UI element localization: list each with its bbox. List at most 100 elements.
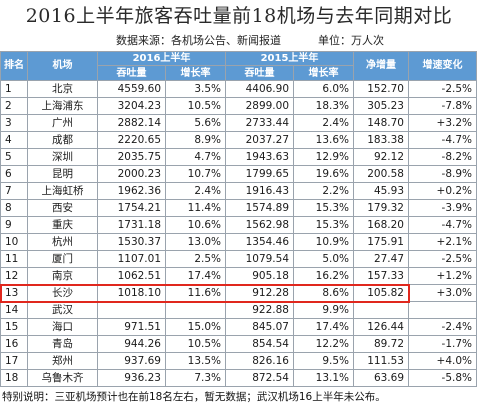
cell-throughput-2015: 1562.98 <box>225 216 294 234</box>
cell-change: -8.2% <box>408 148 477 166</box>
table-row: 10 杭州 1530.37 13.0% 1354.46 10.9% 175.91 +2.1% <box>0 233 477 251</box>
cell-airport: 南京 <box>27 267 98 285</box>
cell-growth-2016: 5.6% <box>165 114 226 132</box>
header-rank: 排名 <box>0 51 28 81</box>
cell-throughput-2016: 971.51 <box>97 318 166 336</box>
cell-airport: 上海虹桥 <box>27 182 98 200</box>
cell-airport: 西安 <box>27 199 98 217</box>
cell-throughput-2015: 2899.00 <box>225 97 294 115</box>
cell-net-increase <box>353 301 409 319</box>
cell-throughput-2016: 2035.75 <box>97 148 166 166</box>
cell-throughput-2016 <box>97 301 166 319</box>
cell-rank: 3 <box>0 114 28 132</box>
cell-throughput-2015: 922.88 <box>225 301 294 319</box>
page-title: 2016上半年旅客吞吐量前18机场与去年同期对比 <box>25 5 453 27</box>
cell-growth-2015: 2.2% <box>293 182 354 200</box>
cell-change: -4.7% <box>408 216 477 234</box>
cell-rank: 12 <box>0 267 28 285</box>
cell-rank: 14 <box>0 301 28 319</box>
cell-throughput-2015: 1354.46 <box>225 233 294 251</box>
cell-net-increase: 175.91 <box>353 233 409 251</box>
cell-airport: 北京 <box>27 80 98 98</box>
cell-throughput-2016: 1530.37 <box>97 233 166 251</box>
cell-rank: 18 <box>0 369 28 387</box>
cell-airport: 郑州 <box>27 352 98 370</box>
cell-growth-2015: 12.9% <box>293 148 354 166</box>
cell-airport: 成都 <box>27 131 98 149</box>
subtitle: 数据来源：各机场公告、新闻报道 单位：万人次 <box>0 32 478 50</box>
cell-net-increase: 111.53 <box>353 352 409 370</box>
cell-net-increase: 92.12 <box>353 148 409 166</box>
cell-throughput-2015: 1574.89 <box>225 199 294 217</box>
cell-rank: 4 <box>0 131 28 149</box>
header-growth-2016: 增长率 <box>165 65 226 81</box>
cell-growth-2016: 13.5% <box>165 352 226 370</box>
header-2016: 2016上半年 <box>97 51 226 66</box>
cell-net-increase: 157.33 <box>353 267 409 285</box>
cell-growth-2015: 15.3% <box>293 199 354 217</box>
cell-change: +1.2% <box>408 267 477 285</box>
cell-throughput-2016: 2000.23 <box>97 165 166 183</box>
cell-change: -2.4% <box>408 318 477 336</box>
table-row: 12 南京 1062.51 17.4% 905.18 16.2% 157.33 +1.2% <box>0 267 477 285</box>
cell-throughput-2015: 826.16 <box>225 352 294 370</box>
cell-airport: 深圳 <box>27 148 98 166</box>
cell-airport: 杭州 <box>27 233 98 251</box>
cell-airport: 上海浦东 <box>27 97 98 115</box>
cell-airport: 广州 <box>27 114 98 132</box>
cell-rank: 13 <box>0 284 28 302</box>
table-row: 5 深圳 2035.75 4.7% 1943.63 12.9% 92.12 -8.2% <box>0 148 477 166</box>
cell-growth-2016: 2.5% <box>165 250 226 268</box>
cell-throughput-2016: 1731.18 <box>97 216 166 234</box>
cell-throughput-2016: 2882.14 <box>97 114 166 132</box>
table-body: 1 北京 4559.60 3.5% 4406.90 6.0% 152.70 -2.5% 2 上海浦… <box>0 80 477 387</box>
cell-change: +4.0% <box>408 352 477 370</box>
data-source: 数据来源：各机场公告、新闻报道 <box>116 34 281 47</box>
comparison-table: 排名 机场 2016上半年 2015上半年 净增量 增速变化 吞吐量 增长率 吞… <box>0 51 477 387</box>
cell-growth-2015: 9.9% <box>293 301 354 319</box>
cell-growth-2015: 2.4% <box>293 114 354 132</box>
table-row: 15 海口 971.51 15.0% 845.07 17.4% 126.44 -2.4% <box>0 318 477 336</box>
cell-change: -2.5% <box>408 250 477 268</box>
cell-change: -3.9% <box>408 199 477 217</box>
cell-throughput-2015: 1916.43 <box>225 182 294 200</box>
header-2015: 2015上半年 <box>225 51 354 66</box>
table-row: 11 厦门 1107.01 2.5% 1079.54 5.0% 27.47 -2.5% <box>0 250 477 268</box>
cell-throughput-2015: 2037.27 <box>225 131 294 149</box>
cell-airport: 重庆 <box>27 216 98 234</box>
cell-rank: 2 <box>0 97 28 115</box>
cell-growth-2016: 11.4% <box>165 199 226 217</box>
cell-growth-2015: 13.6% <box>293 131 354 149</box>
cell-throughput-2016: 937.69 <box>97 352 166 370</box>
cell-growth-2015: 15.3% <box>293 216 354 234</box>
cell-growth-2016: 2.4% <box>165 182 226 200</box>
table-row: 9 重庆 1731.18 10.6% 1562.98 15.3% 168.20 -4.7% <box>0 216 477 234</box>
table-row: 17 郑州 937.69 13.5% 826.16 9.5% 111.53 +4.0% <box>0 352 477 370</box>
cell-throughput-2015: 2733.44 <box>225 114 294 132</box>
cell-growth-2015: 19.6% <box>293 165 354 183</box>
cell-growth-2016: 11.6% <box>165 284 226 302</box>
cell-rank: 9 <box>0 216 28 234</box>
cell-throughput-2015: 912.28 <box>225 284 294 302</box>
cell-throughput-2015: 845.07 <box>225 318 294 336</box>
table-row: 16 青岛 944.26 10.5% 854.54 12.2% 89.72 -1.7% <box>0 335 477 353</box>
table-row: 3 广州 2882.14 5.6% 2733.44 2.4% 148.70 +3.2% <box>0 114 477 132</box>
cell-throughput-2015: 872.54 <box>225 369 294 387</box>
table-row: 6 昆明 2000.23 10.7% 1799.65 19.6% 200.58 -8.9% <box>0 165 477 183</box>
cell-net-increase: 200.58 <box>353 165 409 183</box>
cell-growth-2015: 17.4% <box>293 318 354 336</box>
cell-growth-2016: 10.5% <box>165 97 226 115</box>
cell-throughput-2015: 905.18 <box>225 267 294 285</box>
footnote: 特别说明：三亚机场预计也在前18名左右，暂无数据；武汉机场16上半年未公布。 <box>0 389 478 406</box>
header-net-increase: 净增量 <box>353 51 409 81</box>
cell-change: -7.8% <box>408 97 477 115</box>
cell-net-increase: 89.72 <box>353 335 409 353</box>
cell-rank: 5 <box>0 148 28 166</box>
cell-growth-2016: 10.7% <box>165 165 226 183</box>
cell-growth-2015: 13.1% <box>293 369 354 387</box>
cell-growth-2016: 3.5% <box>165 80 226 98</box>
cell-net-increase: 152.70 <box>353 80 409 98</box>
cell-throughput-2015: 1943.63 <box>225 148 294 166</box>
cell-change: -8.9% <box>408 165 477 183</box>
cell-change: -4.7% <box>408 131 477 149</box>
